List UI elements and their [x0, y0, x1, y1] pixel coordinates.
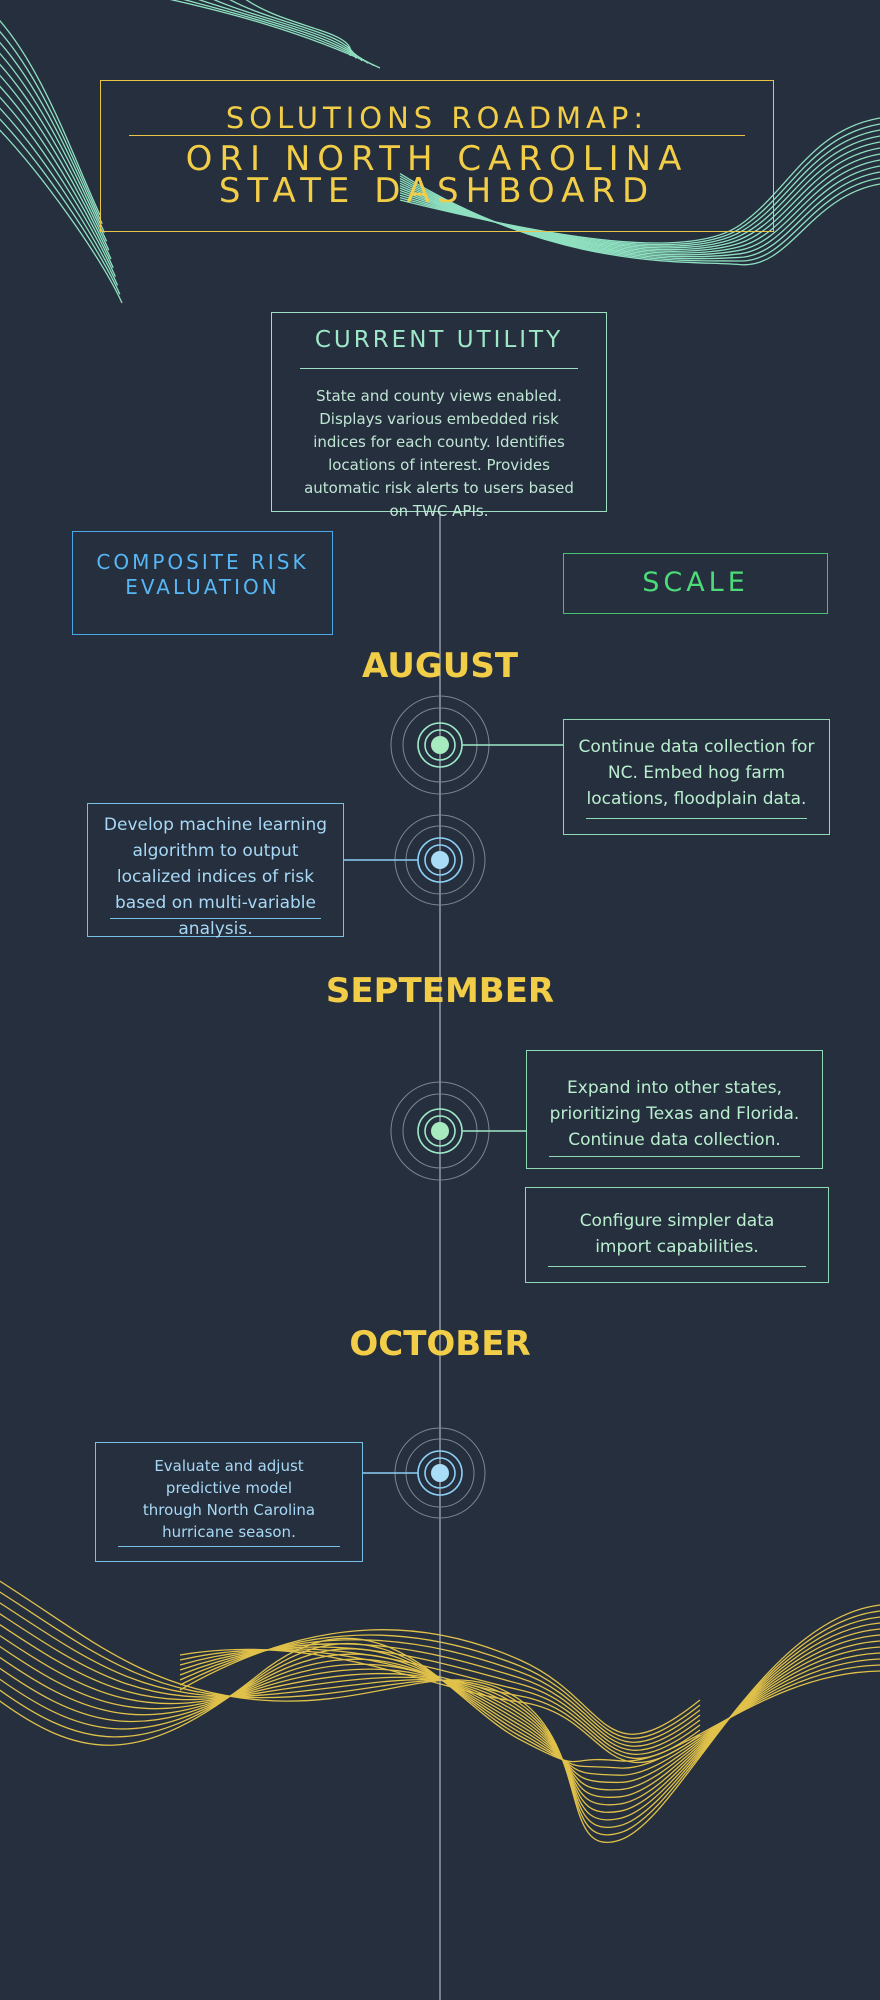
wave-line: [0, 1652, 880, 1784]
milestone-oct-composite: Evaluate and adjust predictive model thr…: [95, 1442, 363, 1562]
composite-risk-label: COMPOSITE RISK EVALUATION: [72, 531, 333, 635]
milestone-sep-scale-1-text: Expand into other states, prioritizing T…: [549, 1078, 800, 1150]
milestone-sep-scale-2-underline: [548, 1266, 806, 1267]
title-box: SOLUTIONS ROADMAP: ORI NORTH CAROLINA ST…: [100, 80, 774, 232]
wave-line: [0, 96, 116, 277]
wave-line: [0, 30, 103, 225]
wave-line: [0, 1591, 880, 1836]
node-aug-composite: [318, 814, 486, 906]
current-utility-body: State and county views enabled. Displays…: [304, 387, 574, 520]
wave-line: [0, 1580, 880, 1843]
wave-line: [0, 19, 101, 216]
milestone-aug-composite-text: Develop machine learning algorithm to ou…: [103, 815, 328, 939]
title-line-2: ORI NORTH CAROLINA: [185, 139, 689, 179]
wave-line: [0, 85, 114, 269]
node-oct-composite: [318, 1427, 486, 1519]
wave-line: [0, 1624, 880, 1813]
wave-line: [179, 1648, 701, 1755]
milestone-sep-scale-1-underline: [549, 1156, 800, 1157]
scale-text: SCALE: [642, 567, 749, 598]
month-september: SEPTEMBER: [325, 971, 555, 1011]
wave-line: [0, 1637, 880, 1763]
wave-line: [179, 1634, 701, 1739]
scale-label: SCALE: [563, 553, 828, 614]
node-sep-scale: [390, 1081, 550, 1181]
milestone-sep-scale-1: Expand into other states, prioritizing T…: [526, 1050, 823, 1169]
wave-line: [399, 173, 880, 266]
wave-line: [0, 1646, 880, 1791]
current-utility-card: CURRENT UTILITY State and county views e…: [271, 312, 607, 520]
current-utility-title: CURRENT UTILITY: [314, 327, 564, 353]
month-august: AUGUST: [361, 646, 519, 686]
wave-line: [179, 1629, 701, 1735]
wave-line: [0, 41, 105, 233]
bottom-wave-lines: [0, 1580, 880, 1843]
wave-line: [0, 1640, 880, 1798]
wave-line: [179, 1646, 701, 1751]
wave-line: [0, 1634, 880, 1806]
wave-line: [0, 107, 119, 286]
wave-line: [0, 1602, 880, 1828]
milestone-aug-composite-underline: [110, 918, 321, 919]
title-line-1: SOLUTIONS ROADMAP:: [225, 101, 649, 135]
milestone-oct-composite-underline: [118, 1546, 340, 1547]
title-main: ORI NORTH CAROLINA STATE DASHBOARD: [101, 139, 773, 211]
title-divider: [129, 135, 745, 136]
current-utility-divider: [300, 368, 578, 369]
top-left-wave-lines: [0, 0, 381, 304]
node-aug-scale: [390, 695, 578, 795]
wave-line: [179, 1639, 701, 1743]
milestone-aug-scale-underline: [586, 818, 807, 819]
wave-line: [0, 129, 123, 304]
milestone-oct-composite-text: Evaluate and adjust predictive model thr…: [142, 1457, 316, 1541]
milestone-aug-scale: Continue data collection for NC. Embed h…: [563, 719, 830, 835]
wave-line: [0, 1648, 880, 1776]
wave-line: [0, 1613, 880, 1821]
wave-line: [179, 1648, 701, 1764]
wave-line: [0, 52, 108, 242]
milestone-aug-scale-text: Continue data collection for NC. Embed h…: [578, 737, 815, 809]
wave-line: [0, 118, 121, 295]
top-right-wave-lines: [399, 117, 880, 266]
milestone-aug-composite: Develop machine learning algorithm to ou…: [87, 803, 344, 939]
milestone-sep-scale-2-text: Configure simpler data import capabiliti…: [579, 1211, 775, 1257]
wave-line: [179, 1643, 701, 1747]
milestone-sep-scale-2: Configure simpler data import capabiliti…: [525, 1187, 829, 1283]
wave-line: [0, 74, 112, 260]
wave-line: [245, 0, 352, 57]
composite-risk-text: COMPOSITE RISK EVALUATION: [96, 550, 309, 599]
title-line-3: STATE DASHBOARD: [218, 171, 656, 211]
wave-line: [179, 1649, 701, 1760]
wave-line: [0, 63, 110, 251]
month-october: OCTOBER: [349, 1324, 531, 1364]
